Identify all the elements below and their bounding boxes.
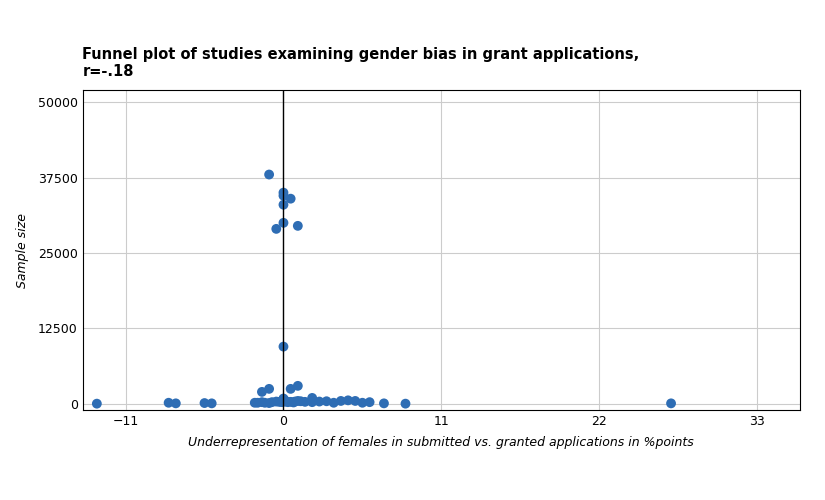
Point xyxy=(251,399,264,407)
Point xyxy=(262,170,276,178)
Point xyxy=(299,398,312,406)
Point xyxy=(277,200,290,208)
Point xyxy=(266,398,279,406)
Point xyxy=(276,398,289,406)
Point xyxy=(291,382,304,390)
Point xyxy=(205,400,219,407)
Point xyxy=(277,397,290,405)
Point xyxy=(349,397,362,405)
Point xyxy=(284,385,297,393)
Point xyxy=(356,399,369,407)
Point xyxy=(664,400,677,407)
Point xyxy=(284,398,297,406)
Point xyxy=(291,222,304,230)
Point xyxy=(248,399,262,407)
Point xyxy=(289,398,302,406)
Point xyxy=(262,385,276,393)
Point xyxy=(327,399,341,407)
Point xyxy=(270,398,283,406)
Point xyxy=(334,397,347,405)
Point xyxy=(278,398,291,406)
Point xyxy=(198,399,211,407)
Point xyxy=(256,388,269,396)
Point xyxy=(270,225,283,233)
Point xyxy=(277,396,290,404)
X-axis label: Underrepresentation of females in submitted vs. granted applications in %points: Underrepresentation of females in submit… xyxy=(188,436,695,449)
Point xyxy=(277,396,290,404)
Point xyxy=(363,398,376,406)
Point xyxy=(274,398,287,406)
Point xyxy=(305,398,318,406)
Point xyxy=(90,400,103,407)
Point xyxy=(284,194,297,202)
Point xyxy=(277,342,290,350)
Point xyxy=(277,192,290,200)
Point xyxy=(399,400,412,407)
Point xyxy=(277,219,290,227)
Y-axis label: Sample size: Sample size xyxy=(16,212,30,288)
Point xyxy=(256,398,269,406)
Point xyxy=(281,398,295,406)
Point xyxy=(320,397,333,405)
Point xyxy=(262,399,276,407)
Point xyxy=(272,398,285,406)
Point xyxy=(277,394,290,402)
Point xyxy=(169,400,182,407)
Point xyxy=(287,398,300,406)
Point xyxy=(294,397,307,405)
Point xyxy=(277,188,290,196)
Point xyxy=(277,395,290,403)
Point xyxy=(313,398,326,406)
Point xyxy=(258,399,271,407)
Point xyxy=(162,399,175,407)
Text: Funnel plot of studies examining gender bias in grant applications,
r=-.18: Funnel plot of studies examining gender … xyxy=(82,46,639,79)
Point xyxy=(377,400,390,407)
Point xyxy=(280,397,293,405)
Point xyxy=(291,397,304,405)
Point xyxy=(342,396,355,404)
Point xyxy=(305,394,318,402)
